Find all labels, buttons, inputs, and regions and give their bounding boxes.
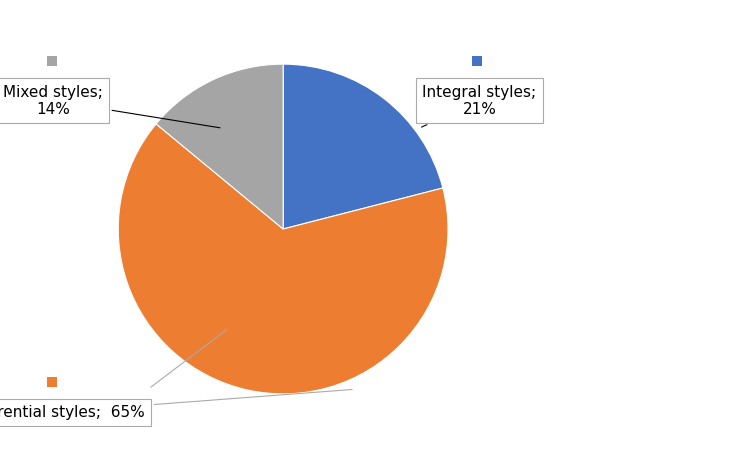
Wedge shape bbox=[119, 124, 448, 394]
Wedge shape bbox=[283, 64, 443, 229]
Wedge shape bbox=[156, 64, 283, 229]
Text: Differential styles;  65%: Differential styles; 65% bbox=[0, 389, 352, 420]
Text: Mixed styles;
14%: Mixed styles; 14% bbox=[3, 85, 220, 128]
Text: Integral styles;
21%: Integral styles; 21% bbox=[421, 85, 537, 127]
